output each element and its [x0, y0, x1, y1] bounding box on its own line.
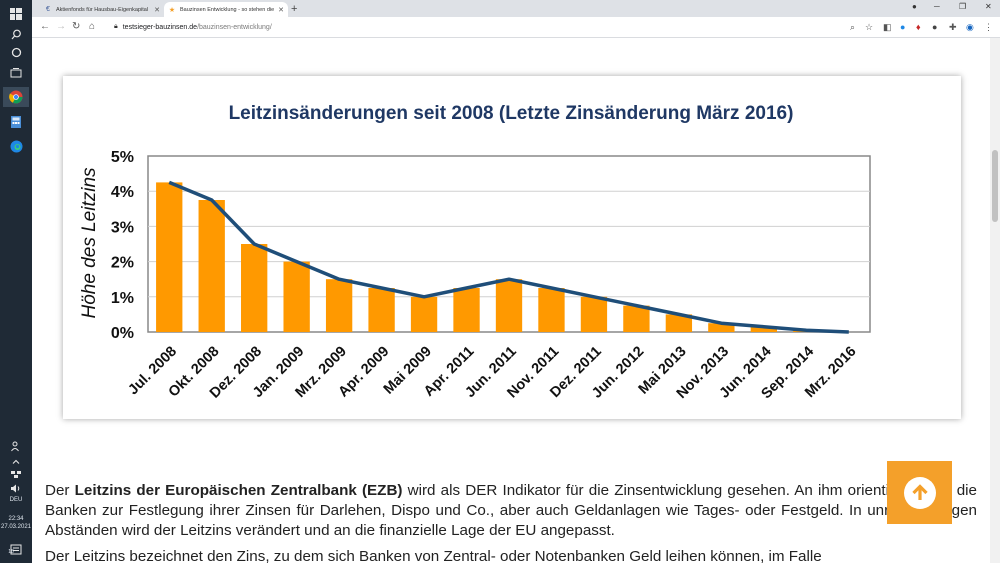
scrollbar-thumb[interactable]: [992, 150, 998, 222]
windows-taskbar: DEU 22:34 27.03.2021 18: [0, 0, 32, 563]
article-paragraph: Der Leitzins bezeichnet den Zins, zu dem…: [45, 548, 822, 563]
bar: [580, 296, 608, 332]
extension-red-icon[interactable]: ♦: [916, 22, 921, 32]
browser-toolbar: ← → ↻ ⌂ 🔒︎ testsieger-bauzinsen.de/bauzi…: [32, 17, 1000, 38]
star-favicon-icon: ★: [168, 6, 176, 14]
bar: [538, 288, 565, 332]
y-axis-label: Höhe des Leitzins: [79, 167, 100, 319]
bar: [198, 200, 225, 332]
y-tick-label: 1%: [111, 290, 134, 307]
reload-icon[interactable]: ↻: [72, 21, 81, 32]
bar: [283, 261, 310, 332]
extension-icon[interactable]: ◧: [883, 22, 892, 32]
minimize-icon[interactable]: ─: [934, 2, 940, 11]
article-bold-term: Leitzins der Europäischen Zentralbank (E…: [74, 482, 403, 499]
bar: [453, 288, 480, 332]
chrome-taskbar-icon[interactable]: [3, 87, 29, 107]
article-text: Der Leitzins der Europäischen Zentralban…: [45, 481, 977, 563]
page-content: Leitzinsänderungen seit 2008 (Letzte Zin…: [32, 38, 990, 563]
language-indicator[interactable]: DEU: [9, 497, 23, 503]
page-scrollbar[interactable]: [990, 38, 1000, 563]
bar: [410, 296, 438, 332]
article-text-post: wird als DER Indikator für die Zinsentwi…: [45, 482, 977, 539]
bar: [495, 279, 523, 332]
address-bar[interactable]: 🔒︎ testsieger-bauzinsen.de/bauzinsen-ent…: [114, 19, 272, 35]
back-icon[interactable]: ←: [40, 21, 50, 32]
new-tab-icon[interactable]: +: [291, 3, 298, 15]
tab-close-icon[interactable]: ✕: [278, 6, 284, 14]
edge-icon[interactable]: [6, 136, 26, 156]
close-window-icon[interactable]: ✕: [985, 2, 992, 11]
y-tick-label: 0%: [111, 325, 134, 342]
forward-icon[interactable]: →: [56, 21, 66, 32]
url-path: /bauzinsen-entwicklung/: [197, 23, 272, 31]
euro-favicon-icon: €: [46, 6, 50, 13]
article-text-pre: Der: [45, 482, 75, 499]
browser-tab-strip: € Aktienfonds für Hausbau-Eigenkapital ✕…: [32, 0, 1000, 17]
tab-close-icon[interactable]: ✕: [154, 6, 160, 14]
clock-time[interactable]: 22:34: [8, 516, 24, 522]
windows-start-icon[interactable]: [6, 4, 26, 24]
volume-icon[interactable]: [6, 478, 26, 498]
url-host: testsieger-bauzinsen.de: [122, 23, 198, 31]
bar: [241, 244, 268, 332]
extensions-puzzle-icon[interactable]: ✚: [949, 22, 957, 32]
people-icon[interactable]: [6, 436, 26, 456]
bar: [665, 314, 693, 332]
lock-icon: 🔒︎: [114, 23, 118, 30]
y-tick-label: 3%: [111, 219, 134, 236]
y-tick-label: 2%: [111, 255, 134, 272]
tab-bauzinsen[interactable]: ★ Bauzinsen Entwicklung - so stehen die …: [164, 2, 288, 17]
article-paragraph: Der Leitzins der Europäischen Zentralban…: [45, 481, 977, 541]
task-view-icon[interactable]: [6, 63, 26, 83]
bar: [325, 279, 353, 332]
extension-dark-icon[interactable]: ●: [932, 22, 938, 32]
tab-title: Bauzinsen Entwicklung - so stehen die: [180, 6, 275, 13]
network-icon[interactable]: [6, 464, 26, 484]
bar: [708, 323, 735, 332]
search-icon[interactable]: [6, 24, 26, 44]
calculator-icon[interactable]: [6, 112, 26, 132]
maximize-icon[interactable]: ❐: [959, 2, 967, 11]
tab-title: Aktienfonds für Hausbau-Eigenkapital: [56, 6, 149, 13]
arrow-up-icon: [903, 476, 936, 509]
scroll-to-top-button[interactable]: [887, 461, 952, 524]
menu-icon[interactable]: ⋮: [984, 22, 993, 32]
extension-blue-icon[interactable]: ●: [900, 22, 906, 32]
notification-count: 18: [8, 549, 14, 555]
y-tick-label: 5%: [111, 149, 134, 166]
notifications-icon[interactable]: [6, 540, 26, 560]
chevron-up-icon[interactable]: [6, 452, 26, 472]
trend-line: [168, 180, 849, 334]
bookmark-star-icon[interactable]: ☆: [865, 22, 874, 32]
y-tick-label: 4%: [111, 184, 134, 201]
bar: [156, 182, 183, 332]
bar: [368, 288, 395, 332]
profile-avatar-icon[interactable]: ◉: [966, 22, 974, 32]
clock-date[interactable]: 27.03.2021: [0, 524, 32, 530]
chart-title: Leitzinsänderungen seit 2008 (Letzte Zin…: [228, 103, 794, 124]
profile-dot-icon[interactable]: ●: [912, 2, 917, 11]
tab-aktienfonds[interactable]: € Aktienfonds für Hausbau-Eigenkapital ✕: [40, 2, 164, 17]
zoom-icon[interactable]: ⌕: [850, 22, 856, 32]
cortana-icon[interactable]: [6, 42, 26, 62]
home-icon[interactable]: ⌂: [89, 21, 96, 32]
bar: [623, 305, 650, 332]
bar: [750, 326, 777, 332]
